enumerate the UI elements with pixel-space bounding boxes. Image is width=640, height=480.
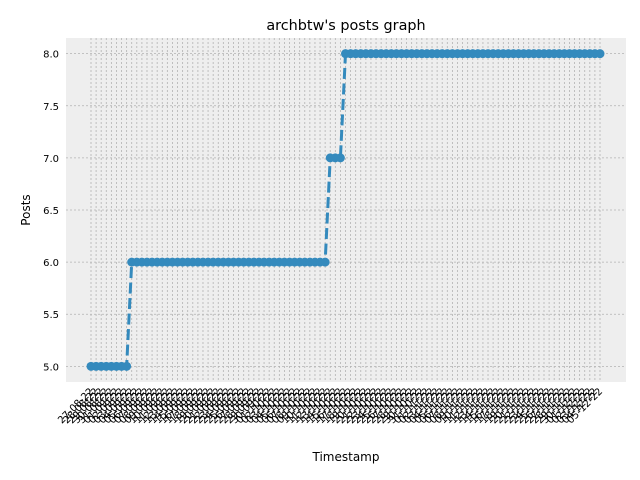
- y-tick-label: 5.5: [43, 310, 59, 321]
- data-point: [321, 258, 330, 267]
- y-tick-label: 7.5: [43, 102, 59, 113]
- data-point: [596, 49, 605, 58]
- y-axis-ticks: 5.0 5.5 6.0 6.5 7.0 7.5 8.0: [43, 50, 59, 374]
- y-tick-label: 5.0: [43, 362, 59, 373]
- y-tick-label: 7.0: [43, 154, 59, 165]
- y-tick-label: 8.0: [43, 50, 59, 61]
- y-tick-label: 6.0: [43, 258, 59, 269]
- data-point: [122, 362, 131, 371]
- y-axis-title: Posts: [19, 194, 33, 225]
- y-tick-label: 6.5: [43, 206, 59, 217]
- data-point: [336, 153, 345, 162]
- x-axis-title: Timestamp: [312, 450, 380, 464]
- x-axis-ticks: 27-08-2228-08-2229-08-2230-08-2231-08-22…: [56, 386, 605, 426]
- chart-title: archbtw's posts graph: [266, 18, 425, 34]
